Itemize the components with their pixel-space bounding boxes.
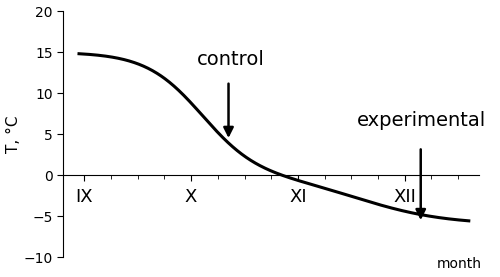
Text: month: month (436, 257, 482, 271)
Y-axis label: T, °C: T, °C (6, 116, 20, 153)
Text: experimental: experimental (356, 111, 486, 130)
Text: control: control (196, 50, 264, 68)
